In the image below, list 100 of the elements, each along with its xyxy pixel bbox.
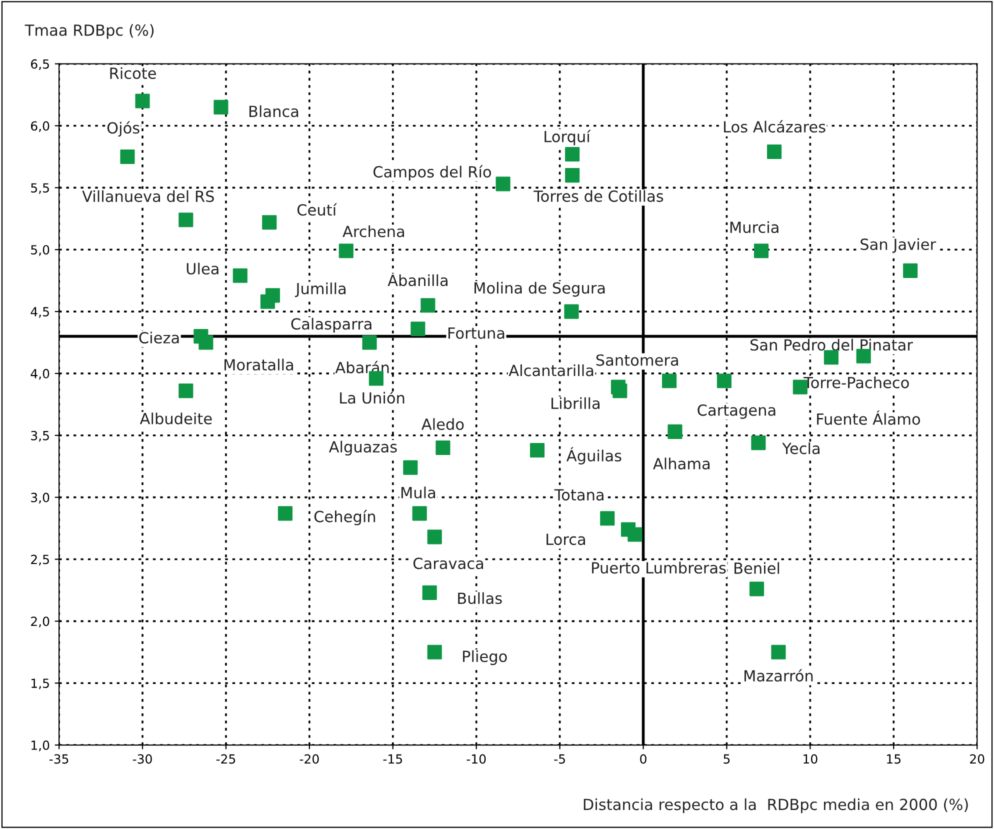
point bbox=[198, 335, 214, 350]
annotation: Jumilla bbox=[294, 282, 346, 298]
annotation: Puerto Lumbreras bbox=[592, 562, 726, 574]
point bbox=[135, 94, 150, 108]
y-tick-label: 1,5 bbox=[32, 678, 49, 690]
x-tick-label: -15 bbox=[383, 754, 402, 764]
point bbox=[178, 384, 194, 398]
point bbox=[232, 268, 248, 283]
point bbox=[403, 460, 418, 475]
point bbox=[530, 442, 545, 458]
x-tick-label: 10 bbox=[804, 754, 818, 764]
point bbox=[564, 304, 579, 319]
annotation: Cehegín bbox=[314, 510, 376, 526]
annotation: Blanca bbox=[249, 105, 298, 118]
annotation: Ceutí bbox=[297, 203, 337, 216]
y-tick-label: 3,5 bbox=[31, 430, 49, 442]
point bbox=[600, 511, 615, 526]
point bbox=[668, 424, 682, 439]
annotation: Molina de Segura bbox=[474, 282, 605, 297]
x-tick-label: -35 bbox=[49, 754, 68, 764]
annotation: Lorquí bbox=[544, 130, 591, 146]
y-tick-label: 2,0 bbox=[31, 616, 50, 628]
y-tick-label: 6,5 bbox=[31, 59, 49, 70]
point bbox=[278, 506, 293, 521]
point bbox=[771, 644, 786, 660]
annotation: Bullas bbox=[458, 592, 502, 604]
annotation: Fortuna bbox=[448, 328, 504, 339]
x-tick-label: 0 bbox=[640, 754, 646, 764]
point bbox=[178, 212, 194, 228]
point bbox=[754, 244, 769, 258]
point bbox=[412, 506, 427, 521]
point bbox=[422, 585, 437, 600]
annotation: Beniel bbox=[734, 562, 780, 574]
y-tick-label: 1,0 bbox=[32, 740, 50, 752]
point bbox=[427, 530, 442, 544]
x-tick-label: 20 bbox=[970, 754, 984, 764]
annotation: Alguazas bbox=[328, 440, 397, 456]
annotation: Águilas bbox=[566, 447, 622, 464]
point bbox=[824, 350, 838, 365]
point bbox=[214, 100, 228, 114]
x-tick-label: 15 bbox=[887, 754, 901, 764]
point bbox=[565, 146, 580, 162]
annotation: Moratalla bbox=[224, 358, 294, 371]
point bbox=[612, 384, 628, 398]
point bbox=[749, 582, 764, 596]
point bbox=[903, 263, 918, 278]
point bbox=[120, 149, 135, 164]
point bbox=[436, 440, 450, 456]
x-tick-label: -30 bbox=[132, 754, 152, 764]
annotation: Cieza bbox=[139, 332, 179, 344]
x-tick-label: -25 bbox=[216, 754, 236, 764]
point bbox=[565, 168, 580, 183]
annotation: San Javier bbox=[860, 238, 936, 253]
annotation: Librilla bbox=[552, 397, 600, 410]
point bbox=[628, 527, 642, 542]
annotation: Fuente Álamo bbox=[817, 410, 920, 425]
annotation: Los Alcázares bbox=[724, 120, 826, 133]
annotation: Ulea bbox=[186, 262, 218, 274]
point bbox=[260, 294, 275, 309]
annotation: Murcia bbox=[730, 221, 778, 234]
x-tick-label: -10 bbox=[466, 754, 486, 764]
y-tick-label: 4,0 bbox=[30, 368, 50, 380]
point bbox=[420, 298, 436, 313]
annotation: Alcantarilla bbox=[508, 364, 594, 376]
y-tick-label: 6,0 bbox=[31, 121, 50, 132]
annotation: Abanilla bbox=[388, 274, 448, 286]
point bbox=[662, 374, 677, 388]
annotation: Ricote bbox=[110, 67, 156, 80]
annotation: Caravaca bbox=[413, 558, 484, 570]
annotation: San Pedro del Pinatar bbox=[750, 338, 913, 351]
annotation: Mazarrón bbox=[744, 669, 813, 682]
annotation: Yecla bbox=[782, 442, 820, 454]
point bbox=[427, 644, 442, 660]
y-tick-label: 2,5 bbox=[31, 554, 49, 566]
annotation: La Unión bbox=[340, 391, 404, 404]
y-tick-label: 3,0 bbox=[31, 492, 50, 504]
annotation: Archena bbox=[342, 225, 404, 238]
annotation: Campos del Río bbox=[373, 165, 491, 181]
annotation: Albudeite bbox=[140, 412, 212, 424]
point bbox=[262, 215, 277, 230]
x-tick-label: 5 bbox=[724, 754, 730, 764]
annotation: Villanueva del RS bbox=[82, 190, 214, 202]
point bbox=[767, 144, 782, 160]
annotation: Aledo bbox=[422, 418, 464, 430]
x-axis-title: Distancia respecto a la RDBpc media en 2000 (%) bbox=[584, 798, 968, 814]
annotation: Mula bbox=[401, 486, 436, 498]
point bbox=[362, 335, 377, 350]
annotation: Ojós bbox=[107, 121, 140, 137]
x-tick-label: -20 bbox=[300, 754, 319, 764]
y-axis-title: Tmaa RDBpc (%) bbox=[24, 24, 154, 39]
point bbox=[338, 244, 354, 258]
x-tick-label: -5 bbox=[554, 754, 565, 764]
annotation: Cartagena bbox=[698, 404, 776, 419]
y-tick-label: 4,5 bbox=[30, 307, 49, 318]
annotation: Totana bbox=[554, 489, 604, 501]
annotation: Pliego bbox=[463, 650, 507, 666]
annotation: Alhama bbox=[653, 458, 710, 470]
annotation: Lorca bbox=[546, 534, 585, 546]
y-tick-label: 5,5 bbox=[31, 183, 49, 194]
annotation: Santomera bbox=[596, 354, 678, 366]
